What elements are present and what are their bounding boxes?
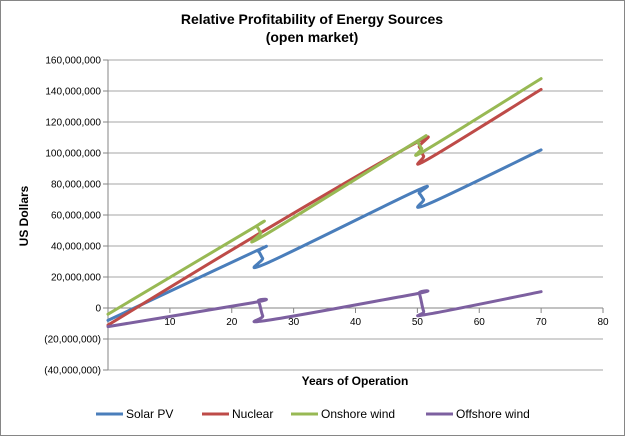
y-tick-label: 160,000,000: [45, 56, 101, 67]
y-tick-label: 140,000,000: [45, 87, 101, 98]
y-axis-title: US Dollars: [17, 185, 31, 246]
x-tick-label: 40: [350, 317, 362, 328]
x-tick-label: 80: [597, 317, 609, 328]
x-tick-label: 20: [226, 317, 238, 328]
y-tick-label: 0: [95, 304, 101, 315]
gridlines: [108, 59, 603, 371]
y-tick-label: 100,000,000: [45, 149, 101, 160]
legend-label-solar-pv: Solar PV: [126, 407, 173, 421]
y-tick-label: 60,000,000: [51, 211, 101, 222]
chart-subtitle: (open market): [266, 29, 359, 45]
y-tick-label: 120,000,000: [45, 118, 101, 129]
series-line-solar-pv: [106, 148, 543, 322]
x-tick-label: 60: [474, 317, 486, 328]
y-tick-label: 80,000,000: [51, 180, 101, 191]
legend-label-nuclear: Nuclear: [232, 407, 273, 421]
x-tick-label: 30: [288, 317, 300, 328]
y-tick-label: (20,000,000): [44, 335, 101, 346]
x-tick-label: 70: [536, 317, 548, 328]
legend: Solar PV Nuclear Onshore wind Offshore wind: [96, 407, 530, 421]
series-line-offshore-wind: [106, 289, 543, 329]
y-tick-label: 20,000,000: [51, 273, 101, 284]
series-line-nuclear: [106, 87, 543, 327]
x-tick-labels: 10 20 30 40 50 60 70 80: [164, 317, 609, 328]
y-tick-label: (40,000,000): [44, 366, 101, 377]
chart-title: Relative Profitability of Energy Sources: [181, 11, 443, 27]
legend-label-onshore-wind: Onshore wind: [321, 407, 395, 421]
legend-label-offshore-wind: Offshore wind: [456, 407, 530, 421]
axes: [103, 59, 604, 371]
x-tick-label: 10: [164, 317, 176, 328]
series-lines: [106, 77, 543, 329]
y-tick-labels: (40,000,000) (20,000,000) 0 20,000,000 40,00…: [44, 56, 101, 377]
x-axis-title: Years of Operation: [302, 374, 409, 388]
x-tick-label: 50: [412, 317, 424, 328]
series-line-onshore-wind: [106, 77, 543, 316]
y-tick-label: 40,000,000: [51, 242, 101, 253]
